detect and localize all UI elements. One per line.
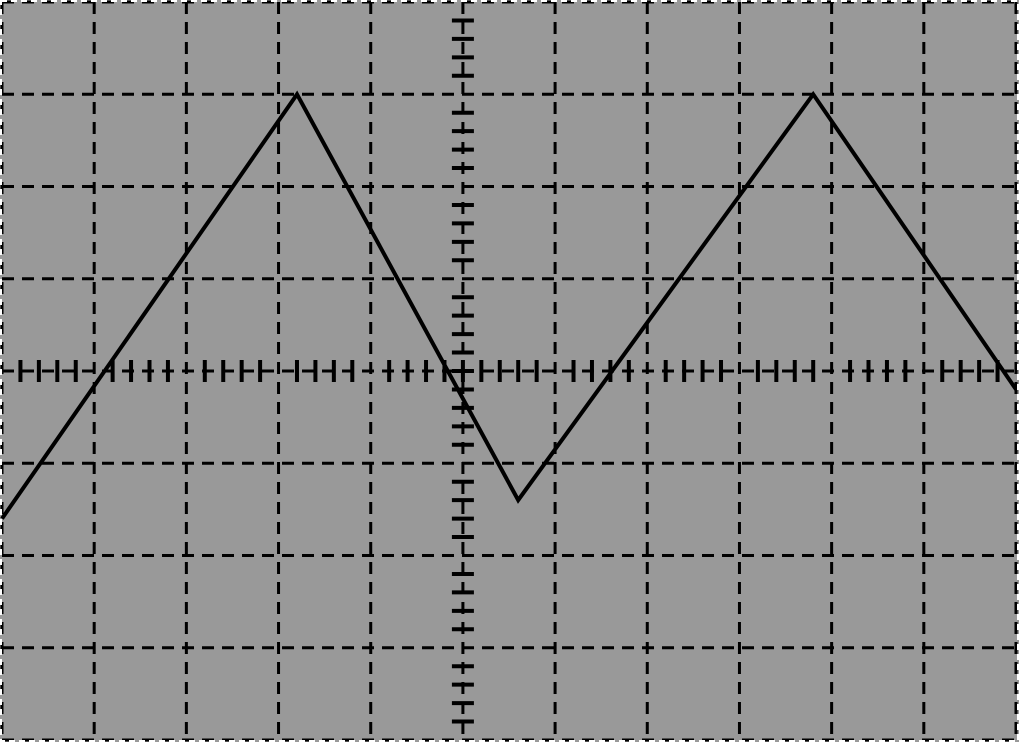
waveform-trace-group [0, 90, 1018, 520]
waveform-trace [0, 90, 1018, 520]
center-axes-ticks [18, 18, 1000, 724]
